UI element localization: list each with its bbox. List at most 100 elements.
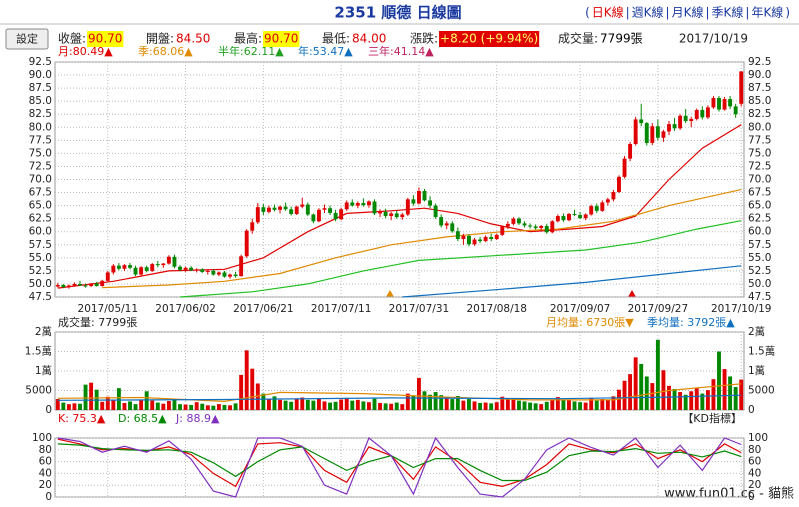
y-tick-label-right: 1萬	[748, 364, 765, 377]
y-tick-label-right: 60.0	[748, 226, 771, 238]
volume-bar	[89, 382, 94, 410]
period-link[interactable]: 日K線	[592, 5, 624, 20]
volume-bar	[405, 393, 410, 410]
volume-bar	[711, 379, 716, 410]
event-marker	[628, 290, 636, 297]
candle-body	[439, 217, 444, 226]
volume-bar	[461, 400, 466, 410]
volume-bar	[511, 398, 516, 410]
volume-bar	[344, 397, 349, 410]
y-tick-label: 67.5	[29, 187, 52, 199]
candle-body	[500, 226, 505, 235]
candle-body	[661, 131, 666, 138]
info-label: 最低:	[322, 32, 350, 46]
period-link[interactable]: 週K線	[632, 5, 664, 20]
candle-body	[105, 272, 110, 281]
line-series	[57, 436, 742, 498]
x-tick-label: 2017/05/11	[78, 303, 139, 315]
volume-bar	[311, 400, 316, 410]
volume-bar	[194, 402, 199, 410]
candle-body	[100, 280, 105, 287]
candle-body	[155, 264, 160, 266]
candle-body	[89, 283, 94, 287]
volume-bar	[55, 399, 60, 410]
volume-bar	[139, 399, 144, 410]
y-tick-label-right: 85.0	[748, 95, 771, 107]
candle-body	[339, 209, 344, 220]
candle-body	[128, 265, 132, 268]
candle-body	[555, 216, 560, 222]
info-highlight	[87, 31, 124, 47]
candle-body	[667, 124, 671, 132]
volume-bar	[361, 401, 366, 410]
candle-body	[639, 119, 644, 124]
volume-bar	[305, 399, 310, 410]
candle-body	[344, 202, 349, 210]
y-tick-label: 60.0	[29, 226, 52, 238]
volume-bar	[266, 398, 271, 410]
volume-bar	[561, 399, 566, 410]
candle-body	[739, 71, 744, 104]
y-tick-label: 90.0	[29, 69, 52, 81]
candle-body	[116, 265, 121, 269]
volume-bar	[611, 396, 616, 410]
period-link[interactable]: 季K線	[712, 5, 744, 20]
y-tick-label: 50.0	[29, 278, 52, 290]
candle-body	[717, 98, 721, 110]
y-tick-label: 52.5	[29, 265, 52, 277]
candle-body	[122, 265, 127, 269]
period-link[interactable]: 年K線	[751, 5, 783, 20]
candle-body	[711, 98, 716, 108]
candle-body	[350, 202, 355, 206]
settings-button-label[interactable]: 設定	[16, 32, 38, 46]
volume-bar	[633, 357, 638, 410]
volume-bar	[400, 404, 405, 410]
volume-bar	[166, 401, 171, 410]
y-tick-label-right: 52.5	[748, 265, 771, 277]
volume-bar	[383, 403, 388, 410]
volume-bar	[61, 402, 66, 410]
candle-body	[705, 107, 710, 118]
y-tick-label: 92.5	[29, 56, 52, 68]
volume-bar	[489, 403, 494, 410]
candle-body	[205, 270, 210, 272]
volume-bar	[600, 399, 605, 410]
line-series	[402, 265, 742, 298]
volume-bar	[483, 402, 488, 410]
volume-bar	[283, 400, 288, 410]
candle-body	[78, 283, 82, 286]
volume-bar	[655, 339, 660, 410]
y-tick-label-right: 72.5	[748, 160, 771, 172]
candle-body	[672, 124, 677, 129]
info-label: 最高:	[234, 31, 262, 46]
volume-bar	[639, 363, 644, 410]
volume-bar	[100, 401, 105, 410]
candle-body	[517, 218, 521, 224]
volume-bar	[555, 397, 560, 410]
volume-bar	[517, 400, 521, 410]
volume-bar	[567, 400, 571, 410]
volume-bar	[328, 402, 332, 410]
candle-body	[428, 200, 433, 206]
volume-bar	[211, 405, 216, 410]
ma-legend: 半年:62.11▲	[218, 44, 284, 58]
y-tick-label-right: 5000	[748, 385, 775, 397]
y-tick-label: 20	[39, 479, 52, 491]
y-tick-label-right: 40	[748, 467, 761, 479]
ma-legend: 月:80.49▲	[58, 45, 113, 58]
info-label: 收盤:	[58, 32, 86, 46]
volume-bar	[155, 402, 160, 410]
info-date: 2017/10/19	[679, 32, 748, 46]
settings-button[interactable]	[5, 28, 49, 50]
candle-body	[389, 213, 394, 217]
candle-body	[283, 206, 288, 210]
candle-body	[144, 267, 149, 271]
volume-bar	[105, 396, 110, 410]
period-link[interactable]: 月K線	[672, 5, 704, 20]
y-tick-label: 62.5	[29, 213, 52, 225]
y-tick-label-right: 75.0	[748, 147, 771, 159]
x-tick-label: 2017/06/21	[233, 303, 294, 315]
y-tick-label-right: 80.0	[748, 121, 771, 133]
volume-bar	[172, 399, 177, 410]
